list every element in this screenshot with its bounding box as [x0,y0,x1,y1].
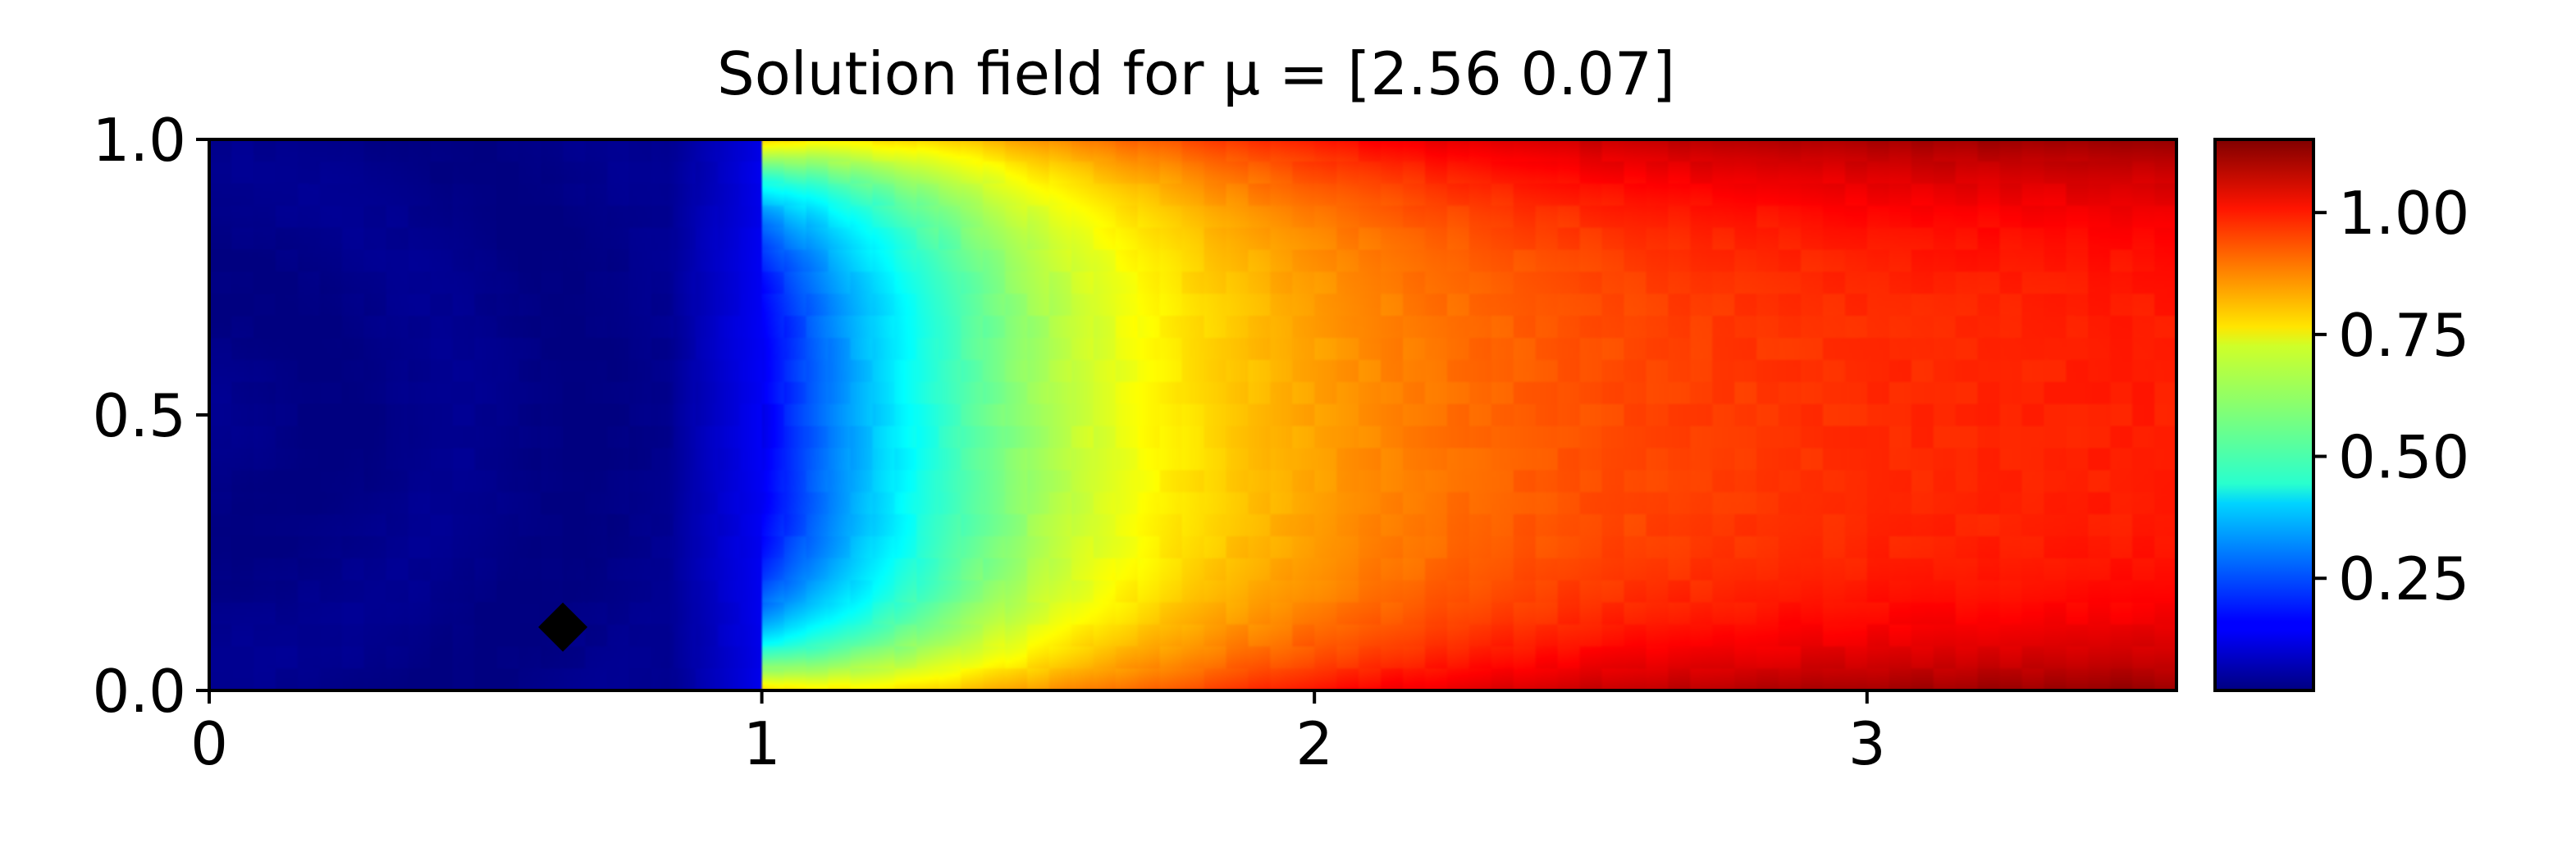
x-tick-label: 2 [1295,709,1333,778]
x-tick-label: 0 [190,709,228,778]
colorbar-frame [2213,138,2315,692]
colorbar-tick-label: 1.00 [2338,179,2469,248]
x-tick-label: 1 [743,709,781,778]
colorbar-tick-label: 0.50 [2338,423,2469,492]
y-axis: 0.0 0.5 1.0 [92,106,209,726]
colorbar [2215,139,2313,690]
solution-field-heatmap [209,139,2176,690]
x-tick-label: 3 [1848,709,1886,778]
x-axis: 0 1 2 3 [190,690,1886,778]
y-tick-label: 1.0 [92,106,186,175]
colorbar-tick-label: 0.25 [2338,544,2469,613]
y-tick-label: 0.0 [92,657,186,726]
probe-marker [538,602,588,652]
chart-title: Solution field for μ = [2.56 0.07] [717,39,1675,108]
y-tick-label: 0.5 [92,381,186,450]
colorbar-tick-label: 0.75 [2338,301,2469,370]
colorbar-axis: 0.25 0.50 0.75 1.00 [2313,179,2469,613]
